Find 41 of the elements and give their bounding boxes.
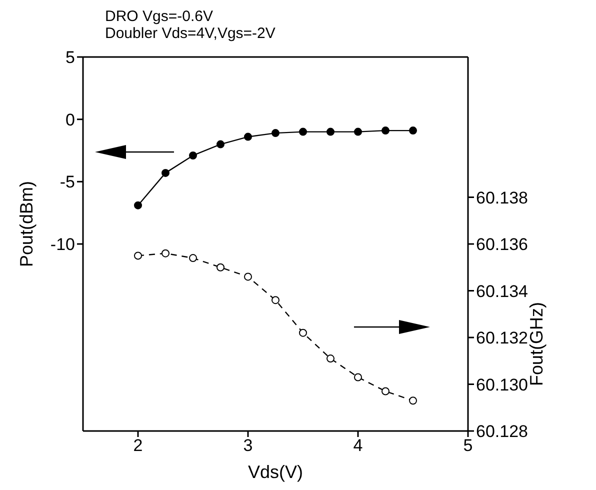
point [326, 354, 334, 363]
y2-tick-label: 60.132 [476, 328, 528, 348]
y2-tick-label: 60.138 [476, 188, 528, 208]
y-tick-label: -10 [50, 235, 75, 254]
y2-tick-label: 60.136 [476, 235, 528, 254]
point [299, 128, 307, 136]
chart-title: DRO Vgs=-0.6V [105, 8, 214, 25]
y2-tick-label: 60.130 [476, 375, 528, 394]
point [162, 249, 170, 258]
y-tick-label: -5 [60, 172, 75, 192]
y2-tick-label: 60.128 [476, 422, 528, 442]
point [382, 387, 390, 396]
point [216, 140, 224, 148]
y-tick-label: 5 [66, 48, 75, 68]
x-tick-label: 2 [133, 436, 143, 456]
x-tick-label: 5 [463, 436, 473, 456]
point [354, 128, 362, 136]
point [189, 151, 197, 160]
y2-tick-label: 60.134 [476, 282, 528, 301]
chart-subtitle: Doubler Vds=4V,Vgs=-2V [105, 25, 276, 42]
point [134, 252, 142, 260]
point [244, 132, 252, 141]
point [272, 296, 280, 304]
point [382, 126, 390, 135]
point [299, 328, 307, 337]
point [189, 254, 197, 262]
point [409, 396, 417, 405]
point [244, 272, 252, 281]
point [216, 263, 224, 272]
point [134, 201, 142, 210]
x-tick-label: 4 [353, 436, 363, 456]
y-axis-title: Pout(dBm) [16, 180, 36, 268]
point [354, 373, 362, 382]
point [272, 129, 280, 138]
x-tick-label: 3 [243, 436, 253, 456]
point [162, 168, 170, 177]
y-tick-label: 0 [66, 110, 75, 130]
x-axis-title: Vds(V) [248, 462, 304, 482]
y2-axis-title: Fout(GHz) [526, 302, 546, 386]
point [326, 128, 334, 136]
point [409, 126, 417, 135]
